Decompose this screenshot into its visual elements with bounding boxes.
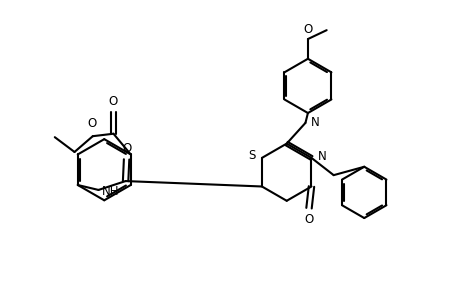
- Text: O: O: [302, 23, 312, 36]
- Text: O: O: [122, 142, 131, 155]
- Text: NH: NH: [102, 185, 119, 198]
- Text: N: N: [310, 116, 319, 129]
- Text: S: S: [248, 149, 256, 162]
- Text: O: O: [109, 95, 118, 108]
- Text: N: N: [317, 150, 325, 164]
- Text: O: O: [304, 213, 313, 226]
- Text: O: O: [87, 117, 96, 130]
